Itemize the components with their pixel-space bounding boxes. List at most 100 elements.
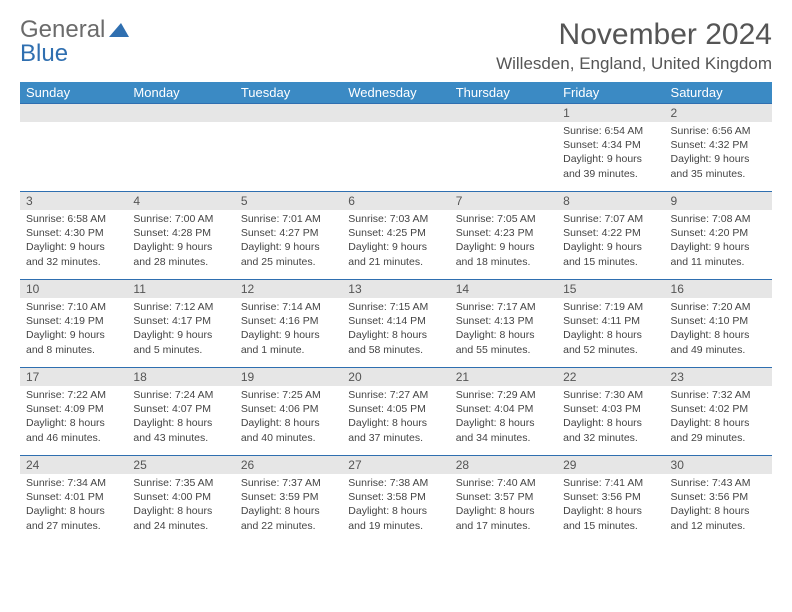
daylight-text: Daylight: 8 hours and 37 minutes. <box>348 416 443 444</box>
calendar-week-row: 24Sunrise: 7:34 AMSunset: 4:01 PMDayligh… <box>20 456 772 544</box>
day-number: 3 <box>20 192 127 210</box>
day-number <box>20 104 127 122</box>
daylight-text: Daylight: 9 hours and 35 minutes. <box>671 152 766 180</box>
calendar-day-cell: 23Sunrise: 7:32 AMSunset: 4:02 PMDayligh… <box>665 368 772 456</box>
calendar-day-cell: 4Sunrise: 7:00 AMSunset: 4:28 PMDaylight… <box>127 192 234 280</box>
day-number: 30 <box>665 456 772 474</box>
day-details: Sunrise: 7:20 AMSunset: 4:10 PMDaylight:… <box>665 298 772 361</box>
day-number <box>235 104 342 122</box>
day-details <box>450 122 557 136</box>
day-details: Sunrise: 7:25 AMSunset: 4:06 PMDaylight:… <box>235 386 342 449</box>
daylight-text: Daylight: 8 hours and 40 minutes. <box>241 416 336 444</box>
calendar-day-cell: 16Sunrise: 7:20 AMSunset: 4:10 PMDayligh… <box>665 280 772 368</box>
day-number: 22 <box>557 368 664 386</box>
calendar-day-cell: 11Sunrise: 7:12 AMSunset: 4:17 PMDayligh… <box>127 280 234 368</box>
calendar-day-cell <box>20 104 127 192</box>
daylight-text: Daylight: 8 hours and 49 minutes. <box>671 328 766 356</box>
day-number: 17 <box>20 368 127 386</box>
sunrise-text: Sunrise: 7:30 AM <box>563 388 658 402</box>
calendar-body: 1Sunrise: 6:54 AMSunset: 4:34 PMDaylight… <box>20 104 772 544</box>
calendar-day-cell: 2Sunrise: 6:56 AMSunset: 4:32 PMDaylight… <box>665 104 772 192</box>
sunrise-text: Sunrise: 7:17 AM <box>456 300 551 314</box>
sunset-text: Sunset: 3:56 PM <box>563 490 658 504</box>
day-details: Sunrise: 7:03 AMSunset: 4:25 PMDaylight:… <box>342 210 449 273</box>
day-details: Sunrise: 7:15 AMSunset: 4:14 PMDaylight:… <box>342 298 449 361</box>
sunrise-text: Sunrise: 7:38 AM <box>348 476 443 490</box>
day-details: Sunrise: 7:27 AMSunset: 4:05 PMDaylight:… <box>342 386 449 449</box>
calendar-day-cell <box>235 104 342 192</box>
daylight-text: Daylight: 8 hours and 22 minutes. <box>241 504 336 532</box>
calendar-day-cell: 9Sunrise: 7:08 AMSunset: 4:20 PMDaylight… <box>665 192 772 280</box>
sunset-text: Sunset: 4:13 PM <box>456 314 551 328</box>
sunrise-text: Sunrise: 7:03 AM <box>348 212 443 226</box>
calendar-day-cell: 15Sunrise: 7:19 AMSunset: 4:11 PMDayligh… <box>557 280 664 368</box>
day-details: Sunrise: 7:07 AMSunset: 4:22 PMDaylight:… <box>557 210 664 273</box>
daylight-text: Daylight: 9 hours and 5 minutes. <box>133 328 228 356</box>
sunrise-text: Sunrise: 7:07 AM <box>563 212 658 226</box>
sunrise-text: Sunrise: 7:14 AM <box>241 300 336 314</box>
day-details: Sunrise: 7:12 AMSunset: 4:17 PMDaylight:… <box>127 298 234 361</box>
day-details: Sunrise: 7:19 AMSunset: 4:11 PMDaylight:… <box>557 298 664 361</box>
day-number: 29 <box>557 456 664 474</box>
calendar-week-row: 3Sunrise: 6:58 AMSunset: 4:30 PMDaylight… <box>20 192 772 280</box>
sunset-text: Sunset: 4:14 PM <box>348 314 443 328</box>
title-block: November 2024 Willesden, England, United… <box>496 18 772 74</box>
calendar-day-cell: 27Sunrise: 7:38 AMSunset: 3:58 PMDayligh… <box>342 456 449 544</box>
sunset-text: Sunset: 3:59 PM <box>241 490 336 504</box>
sunset-text: Sunset: 4:03 PM <box>563 402 658 416</box>
day-details: Sunrise: 7:30 AMSunset: 4:03 PMDaylight:… <box>557 386 664 449</box>
sunset-text: Sunset: 4:00 PM <box>133 490 228 504</box>
sunrise-text: Sunrise: 7:25 AM <box>241 388 336 402</box>
header: General Blue November 2024 Willesden, En… <box>20 18 772 74</box>
day-number: 10 <box>20 280 127 298</box>
sunset-text: Sunset: 4:20 PM <box>671 226 766 240</box>
day-number <box>127 104 234 122</box>
weekday-header: Monday <box>127 82 234 104</box>
sunrise-text: Sunrise: 7:37 AM <box>241 476 336 490</box>
sunrise-text: Sunrise: 7:15 AM <box>348 300 443 314</box>
day-number: 26 <box>235 456 342 474</box>
weekday-header: Friday <box>557 82 664 104</box>
daylight-text: Daylight: 9 hours and 15 minutes. <box>563 240 658 268</box>
day-details: Sunrise: 7:38 AMSunset: 3:58 PMDaylight:… <box>342 474 449 537</box>
weekday-header: Thursday <box>450 82 557 104</box>
sunrise-text: Sunrise: 7:34 AM <box>26 476 121 490</box>
day-details: Sunrise: 7:17 AMSunset: 4:13 PMDaylight:… <box>450 298 557 361</box>
day-number <box>342 104 449 122</box>
daylight-text: Daylight: 8 hours and 12 minutes. <box>671 504 766 532</box>
calendar-day-cell: 13Sunrise: 7:15 AMSunset: 4:14 PMDayligh… <box>342 280 449 368</box>
sunrise-text: Sunrise: 6:54 AM <box>563 124 658 138</box>
day-details: Sunrise: 7:14 AMSunset: 4:16 PMDaylight:… <box>235 298 342 361</box>
sunset-text: Sunset: 4:22 PM <box>563 226 658 240</box>
day-number: 21 <box>450 368 557 386</box>
day-details: Sunrise: 7:10 AMSunset: 4:19 PMDaylight:… <box>20 298 127 361</box>
day-number: 5 <box>235 192 342 210</box>
month-title: November 2024 <box>496 18 772 52</box>
sunset-text: Sunset: 3:58 PM <box>348 490 443 504</box>
calendar-day-cell: 21Sunrise: 7:29 AMSunset: 4:04 PMDayligh… <box>450 368 557 456</box>
day-number: 20 <box>342 368 449 386</box>
calendar-day-cell: 14Sunrise: 7:17 AMSunset: 4:13 PMDayligh… <box>450 280 557 368</box>
sunset-text: Sunset: 4:19 PM <box>26 314 121 328</box>
day-details: Sunrise: 7:34 AMSunset: 4:01 PMDaylight:… <box>20 474 127 537</box>
calendar-day-cell: 12Sunrise: 7:14 AMSunset: 4:16 PMDayligh… <box>235 280 342 368</box>
sunset-text: Sunset: 4:10 PM <box>671 314 766 328</box>
calendar-day-cell: 5Sunrise: 7:01 AMSunset: 4:27 PMDaylight… <box>235 192 342 280</box>
day-number: 2 <box>665 104 772 122</box>
calendar-day-cell <box>342 104 449 192</box>
calendar-header: Sunday Monday Tuesday Wednesday Thursday… <box>20 82 772 104</box>
calendar-day-cell: 17Sunrise: 7:22 AMSunset: 4:09 PMDayligh… <box>20 368 127 456</box>
sunrise-text: Sunrise: 7:08 AM <box>671 212 766 226</box>
sunrise-text: Sunrise: 7:40 AM <box>456 476 551 490</box>
day-number: 24 <box>20 456 127 474</box>
daylight-text: Daylight: 8 hours and 24 minutes. <box>133 504 228 532</box>
brand-part2: Blue <box>20 40 68 67</box>
day-details: Sunrise: 6:54 AMSunset: 4:34 PMDaylight:… <box>557 122 664 185</box>
brand-text: General Blue <box>20 18 129 66</box>
sunset-text: Sunset: 4:04 PM <box>456 402 551 416</box>
daylight-text: Daylight: 8 hours and 55 minutes. <box>456 328 551 356</box>
day-number: 16 <box>665 280 772 298</box>
sunset-text: Sunset: 4:28 PM <box>133 226 228 240</box>
sunset-text: Sunset: 4:16 PM <box>241 314 336 328</box>
sunrise-text: Sunrise: 7:01 AM <box>241 212 336 226</box>
